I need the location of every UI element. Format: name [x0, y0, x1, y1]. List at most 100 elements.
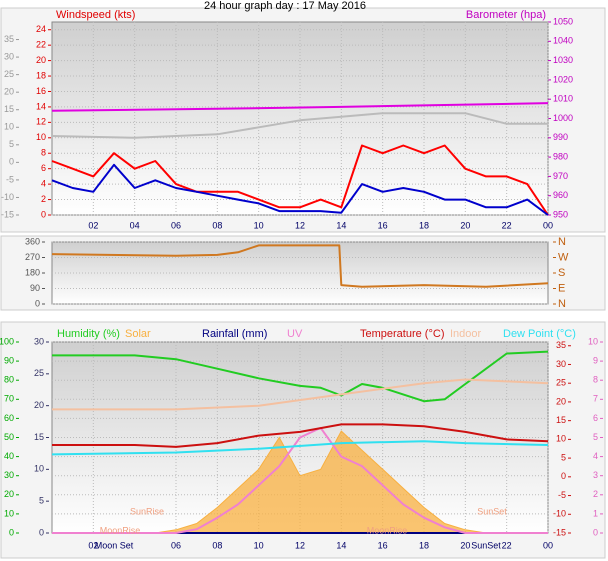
y2-tick-label: 1030 [553, 55, 573, 65]
y2-tick-label: 15 [556, 415, 566, 425]
y3-tick-label: 30 [4, 51, 14, 61]
y3-tick-label: 30 [34, 336, 44, 346]
y2-tick-label: 5 [561, 452, 566, 462]
line [52, 378, 549, 411]
y-tick-label: 8 [41, 148, 46, 158]
x-tick-label: 18 [419, 220, 429, 230]
y2-tick-label: -15 [553, 527, 566, 537]
y2-tick-label: 1050 [553, 16, 573, 26]
y-tick-label: 2 [41, 194, 46, 204]
x-tick-label: 06 [171, 540, 181, 550]
plot-area [51, 241, 549, 305]
y2-tick-label: 10 [556, 434, 566, 444]
x-tick-label: 22 [502, 540, 512, 550]
y2-tick-label: 1020 [553, 74, 573, 84]
y-tick-label: 16 [36, 86, 46, 96]
y2-tick-label: 1040 [553, 36, 573, 46]
y-tick-label: 270 [25, 252, 40, 262]
x-tick-label: 16 [378, 540, 388, 550]
y4-tick-label: 2 [593, 489, 598, 499]
y2-tick-label: 35 [556, 340, 566, 350]
y3-tick-label: 25 [4, 69, 14, 79]
legend-label: Solar [125, 328, 151, 340]
y-tick-label: 24 [36, 24, 46, 34]
x-tick-label: 14 [336, 220, 346, 230]
y-tick-label: 0 [9, 527, 14, 537]
legend-label: Dew Point (°C) [503, 328, 576, 340]
y-tick-label: 80 [4, 375, 14, 385]
y-tick-label: 40 [4, 451, 14, 461]
y2-tick-label: -5 [558, 490, 566, 500]
y-tick-label: 70 [4, 394, 14, 404]
y-tick-label: 20 [4, 489, 14, 499]
line [51, 102, 549, 112]
line [52, 423, 549, 448]
x-event-label: Moon Set [95, 540, 134, 550]
y3-tick-label: 20 [34, 400, 44, 410]
line [51, 440, 549, 456]
y2-tick-label: 25 [556, 378, 566, 388]
y-tick-label: 50 [4, 432, 14, 442]
y2-tick-label: W [558, 251, 569, 263]
y2-tick-label: 30 [556, 359, 566, 369]
y-tick-label: 12 [36, 117, 46, 127]
y2-tick-label: E [558, 282, 565, 294]
y-tick-label: 20 [36, 55, 46, 65]
y4-tick-label: 3 [593, 470, 598, 480]
x-tick-label: 14 [336, 540, 346, 550]
y3-tick-label: -10 [1, 192, 14, 202]
legend-label: Temperature (°C) [360, 328, 444, 340]
legend-label: Humidity (%) [57, 328, 120, 340]
y3-tick-label: -5 [6, 174, 14, 184]
y-tick-label: 4 [41, 178, 46, 188]
x-tick-label: 20 [460, 220, 470, 230]
x-tick-label: 02 [88, 540, 98, 550]
y-tick-label: 14 [36, 101, 46, 111]
y2-tick-label: 1000 [553, 113, 573, 123]
y3-tick-label: 15 [34, 432, 44, 442]
line [51, 244, 549, 288]
y4-tick-label: 8 [593, 375, 598, 385]
y3-tick-label: 20 [4, 87, 14, 97]
page-title: 24 hour graph day : 17 May 2016 [204, 0, 366, 12]
y4-tick-label: 5 [593, 432, 598, 442]
y2-tick-label: S [558, 267, 565, 279]
x-tick-label: 08 [212, 220, 222, 230]
y3-tick-label: 5 [39, 496, 44, 506]
y2-tick-label: 0 [561, 471, 566, 481]
line [51, 112, 548, 139]
x-tick-label: 02 [88, 220, 98, 230]
x-tick-label: 08 [212, 540, 222, 550]
x-tick-label: 12 [295, 220, 305, 230]
y4-tick-label: 6 [593, 413, 598, 423]
x-tick-label: 04 [130, 220, 140, 230]
line [51, 144, 549, 216]
legend-label: Indoor [450, 328, 482, 340]
y-tick-label: 100 [0, 336, 14, 346]
y2-tick-label: 980 [553, 151, 568, 161]
annotation: MoonRise [367, 525, 408, 535]
y-tick-label: 0 [41, 209, 46, 219]
y2-tick-label: N [558, 236, 566, 248]
legend-label: UV [287, 328, 303, 340]
y2-tick-label: -10 [553, 509, 566, 519]
y3-tick-label: 25 [34, 368, 44, 378]
y2-tick-label: 960 [553, 190, 568, 200]
x-tick-label: 00 [543, 540, 553, 550]
y-tick-label: 90 [4, 355, 14, 365]
y4-tick-label: 10 [588, 336, 598, 346]
y4-tick-label: 0 [593, 527, 598, 537]
y-axis-title: Windspeed (kts) [56, 9, 135, 21]
x-tick-label: 16 [378, 220, 388, 230]
x-tick-label: 00 [543, 220, 553, 230]
y-tick-label: 180 [25, 267, 40, 277]
y3-tick-label: -15 [1, 209, 14, 219]
y-tick-label: 60 [4, 413, 14, 423]
y-tick-label: 30 [4, 470, 14, 480]
y3-tick-label: 0 [9, 157, 14, 167]
y3-tick-label: 0 [39, 527, 44, 537]
y2-axis-title: Barometer (hpa) [466, 9, 546, 21]
x-tick-label: 22 [502, 220, 512, 230]
annotation: SunRise [130, 506, 164, 516]
